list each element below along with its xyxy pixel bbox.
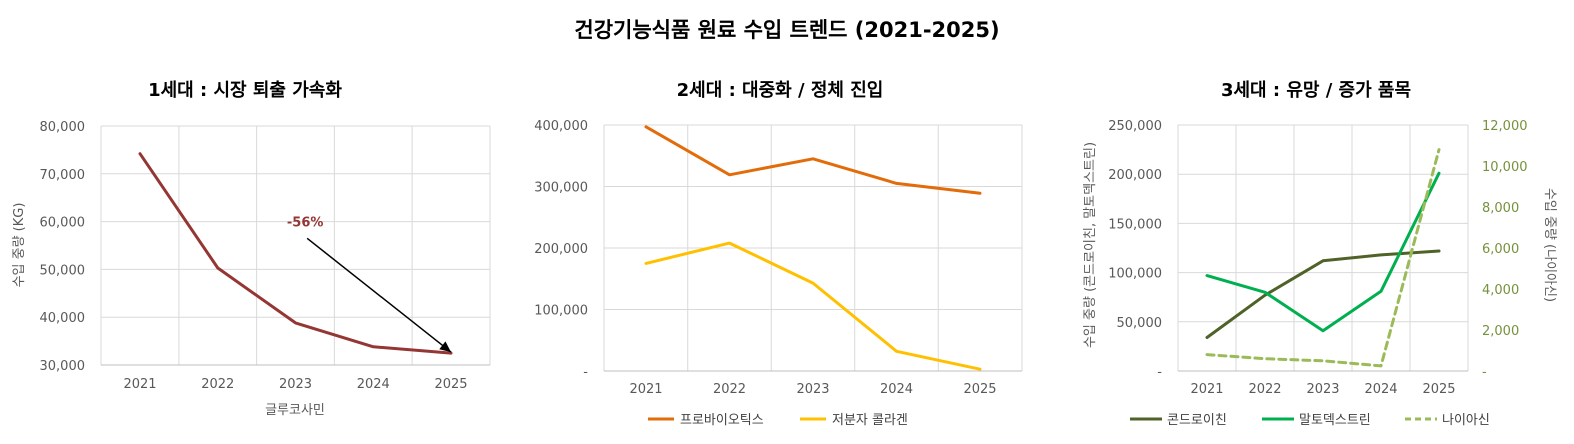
y-tick-label: 100,000 [1108,267,1162,282]
x-tick-label: 2021 [1190,382,1223,397]
y-tick-label: - [583,365,588,380]
legend-label-niacin: 나이아신 [1442,413,1490,428]
y-right-tick-label: 4,000 [1482,283,1519,298]
annotation-label: -56% [287,215,324,230]
legend-label-maltodextrin: 말토덱스트린 [1299,413,1371,428]
series-line-3 [1205,148,1441,368]
x-tick-label: 2021 [123,377,156,392]
x-tick-label: 2024 [1364,382,1397,397]
x-tick-label: 2025 [1422,382,1455,397]
legend-label-chondroitin: 콘드로이친 [1167,413,1227,428]
y-right-tick-label: - [1482,365,1487,380]
x-tick-label: 2023 [796,382,829,397]
y-right-tick-label: 10,000 [1482,160,1528,175]
x-tick-label: 2023 [1306,382,1339,397]
x-tick-label: 2024 [880,382,913,397]
chart-3-legend: 콘드로이친 말토덱스트린 나이아신 [1130,413,1490,428]
y-tick-label: - [1157,365,1162,380]
y-right-tick-label: 12,000 [1482,119,1528,134]
y-tick-label: 70,000 [40,168,86,183]
chart-3-ylabel-left: 수입 중량 (콘드로이친, 말토덱스트린) [1083,142,1098,348]
y-tick-label: 250,000 [1108,119,1162,134]
x-tick-label: 2025 [963,382,996,397]
y-tick-label: 300,000 [534,181,588,196]
x-tick-label: 2021 [629,382,662,397]
y-tick-label: 50,000 [1117,316,1163,331]
y-right-tick-label: 8,000 [1482,201,1519,216]
series-line-1 [138,152,453,355]
y-right-tick-label: 2,000 [1482,324,1519,339]
legend-label-probiotics: 프로바이오틱스 [680,413,764,428]
annotation-arrow-shaft [306,237,452,353]
chart-3-title: 3세대 : 유망 / 증가 품목 [1221,80,1411,101]
chart-1-xlabel: 글루코사민 [265,403,325,418]
legend-label-collagen: 저분자 콜라겐 [832,413,908,428]
chart-panel-2: 2세대 : 대중화 / 정체 진입 - 100,000 200,000 300,000… [534,79,1023,428]
x-tick-label: 2024 [357,377,390,392]
x-tick-label: 2022 [1248,382,1281,397]
y-tick-label: 30,000 [40,359,86,374]
y-tick-label: 80,000 [40,120,86,135]
main-title: 건강기능식품 원료 수입 트렌드 (2021-2025) [574,18,1000,42]
annotation-arrow-head [439,341,451,353]
chart-panel-3: 3세대 : 유망 / 증가 품목 수입 중량 (콘드로이친, 말토덱스트린) 수… [1083,80,1557,428]
y-right-tick-label: 6,000 [1482,242,1519,257]
series-line-1 [644,125,982,195]
chart-3-ylabel-right: 수입 중량 (나이아신) [1542,188,1557,302]
x-tick-label: 2025 [434,377,467,392]
y-tick-label: 200,000 [1108,168,1162,183]
series-line-2 [1205,171,1441,333]
y-tick-label: 100,000 [534,304,588,319]
x-tick-label: 2022 [713,382,746,397]
y-tick-label: 60,000 [40,216,86,231]
y-tick-label: 40,000 [40,311,86,326]
chart-2-title: 2세대 : 대중화 / 정체 진입 [677,79,884,101]
y-tick-label: 150,000 [1108,217,1162,232]
series-line-2 [644,241,982,371]
chart-panel-1: 1세대 : 시장 퇴출 가속화 글루코사민 수입 중량 (KG) 30,000 4… [12,80,491,418]
series-line-1 [1205,249,1441,339]
y-tick-label: 200,000 [534,242,588,257]
chart-1-title: 1세대 : 시장 퇴출 가속화 [148,80,342,101]
chart-1-ylabel: 수입 중량 (KG) [12,203,27,288]
x-tick-label: 2022 [201,377,234,392]
x-tick-label: 2023 [279,377,312,392]
chart-2-legend: 프로바이오틱스 저분자 콜라겐 [648,413,908,428]
y-tick-label: 400,000 [534,119,588,134]
y-tick-label: 50,000 [40,263,86,278]
